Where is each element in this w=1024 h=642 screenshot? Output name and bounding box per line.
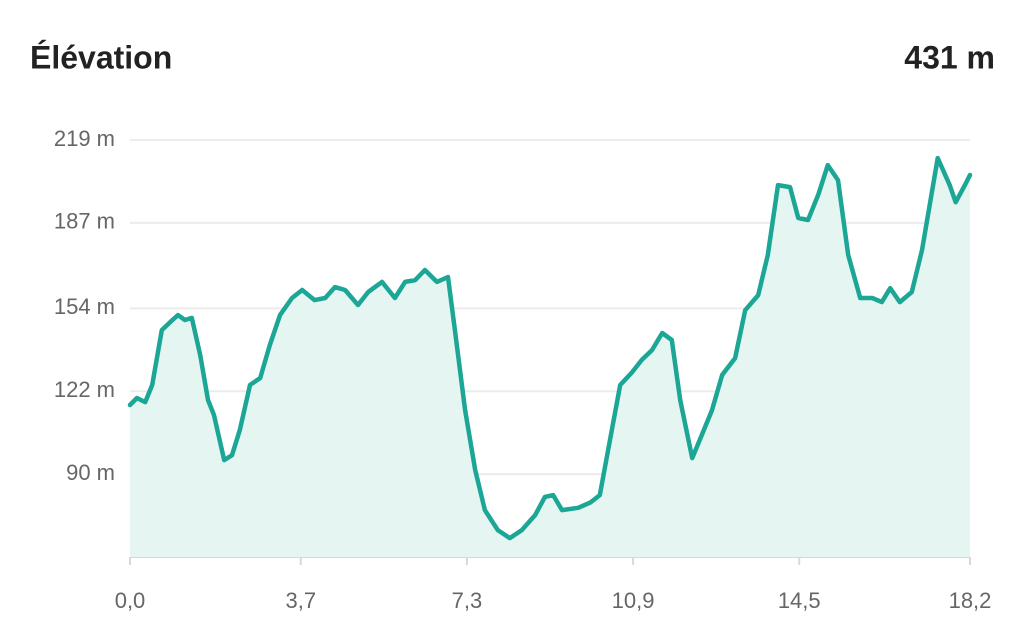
x-tick-label: 0,0 (115, 588, 146, 613)
y-tick-label: 154 m (54, 294, 115, 319)
chart-title: Élévation (30, 39, 172, 75)
y-tick-label: 187 m (54, 209, 115, 234)
y-tick-label: 122 m (54, 377, 115, 402)
y-tick-label: 219 m (54, 126, 115, 151)
x-tick-label: 18,2 (949, 588, 992, 613)
y-tick-label: 90 m (66, 460, 115, 485)
x-tick-label: 7,3 (452, 588, 483, 613)
elevation-area (130, 158, 970, 557)
x-tick-label: 3,7 (285, 588, 316, 613)
x-tick-label: 14,5 (778, 588, 821, 613)
elevation-line (127, 155, 973, 541)
elevation-summary: 431 m (904, 39, 995, 75)
x-tick-label: 10,9 (612, 588, 655, 613)
